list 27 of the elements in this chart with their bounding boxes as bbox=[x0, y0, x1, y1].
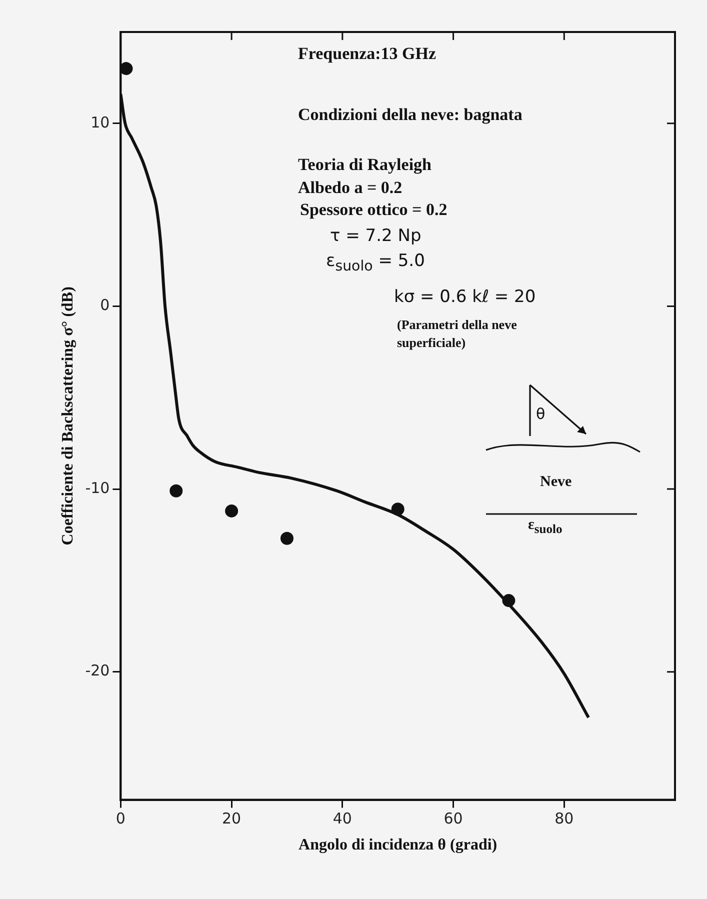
y-tick-label: 0 bbox=[100, 296, 110, 314]
annotation: kσ = 0.6 kℓ = 20 bbox=[394, 287, 536, 307]
annotation: Frequenza:13 GHz bbox=[298, 44, 436, 64]
x-tick-label: 60 bbox=[444, 810, 463, 828]
annotation: Albedo a = 0.2 bbox=[298, 178, 402, 198]
annotation: Neve bbox=[540, 474, 572, 491]
annotation: Spessore ottico = 0.2 bbox=[300, 200, 448, 220]
x-tick-label: 0 bbox=[116, 810, 126, 828]
annotation: (Parametri della neve superficiale) bbox=[397, 316, 518, 352]
annotation: Teoria di Rayleigh bbox=[298, 155, 432, 175]
annotation: τ = 7.2 Np bbox=[330, 226, 422, 246]
y-tick-label: -20 bbox=[85, 662, 110, 680]
annotation: ε$_{suolo}$ bbox=[528, 517, 562, 537]
x-axis-title: Angolo di incidenza θ (gradi) bbox=[298, 836, 498, 854]
y-tick-label: 10 bbox=[90, 113, 110, 132]
annotation: θ bbox=[536, 405, 546, 423]
x-tick-label: 20 bbox=[222, 810, 242, 828]
y-axis-title: Coefficiente di Backscattering σ° (dB) bbox=[60, 286, 77, 546]
point bbox=[120, 62, 133, 76]
annotation: ε$_{suolo}$ = 5.0 bbox=[326, 251, 425, 274]
point bbox=[170, 484, 183, 498]
y-tick-label: -10 bbox=[85, 478, 110, 497]
point bbox=[280, 532, 294, 545]
x-tick-label: 80 bbox=[554, 810, 574, 828]
point bbox=[225, 504, 238, 518]
annotation: Condizioni della neve: bagnata bbox=[298, 105, 522, 125]
x-tick-label: 40 bbox=[332, 810, 352, 828]
